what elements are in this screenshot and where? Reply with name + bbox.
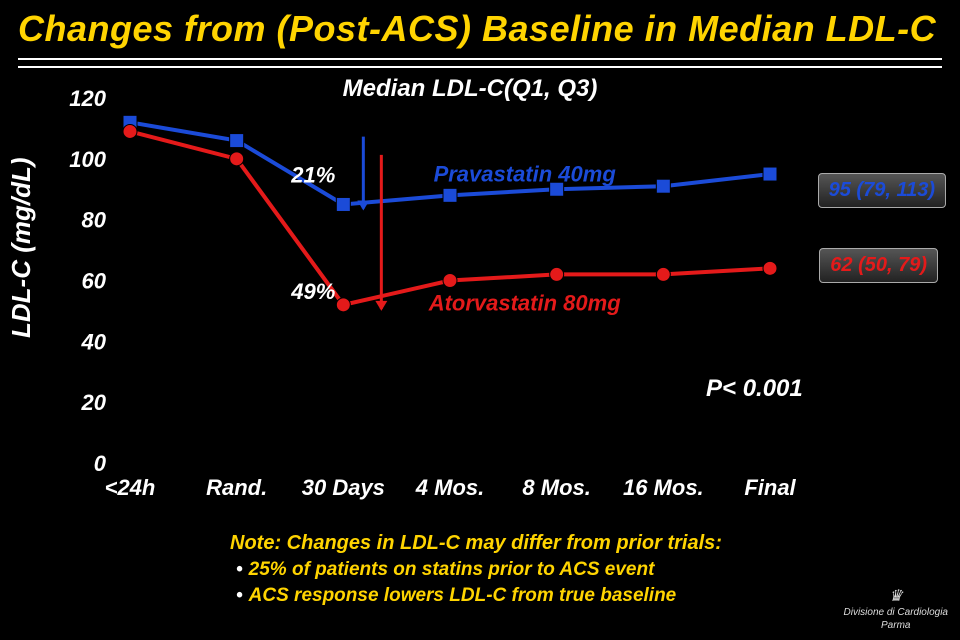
svg-text:60: 60 [82,269,107,294]
footnote: Note: Changes in LDL-C may differ from p… [230,530,722,608]
svg-text:Final: Final [744,475,796,500]
credits-line: Parma [844,620,949,633]
footnote-bullet: •ACS response lowers LDL-C from true bas… [236,583,722,609]
svg-text:80: 80 [82,208,107,233]
svg-text:120: 120 [69,86,106,111]
svg-text:<24h: <24h [105,475,156,500]
endpoint-badge-pravastatin: 95 (79, 113) [818,173,946,208]
endpoint-badge-atorvastatin: 62 (50, 79) [819,248,938,283]
svg-text:Pravastatin 40mg: Pravastatin 40mg [434,161,617,186]
footnote-header: Note: Changes in LDL-C may differ from p… [230,530,722,557]
ldl-chart: LDL-C (mg/dL) 020406080100120<24hRand.30… [0,78,960,508]
credits-line: Divisione di Cardiologia [844,607,949,620]
svg-text:100: 100 [69,147,106,172]
title-rule [18,58,942,68]
svg-text:20: 20 [81,390,107,415]
svg-text:30 Days: 30 Days [302,475,385,500]
svg-text:4 Mos.: 4 Mos. [415,475,484,500]
chart-svg: 0 20 40 60 80 100 120 <24h Rand. 30 Days 4 Mos. 8 M… [0,78,960,508]
svg-text:16 Mos.: 16 Mos. [623,475,704,500]
svg-text:Median LDL-C(Q1, Q3): Median LDL-C(Q1, Q3) [343,78,598,102]
svg-text:P< 0.001: P< 0.001 [706,375,803,402]
crest-icon: ♛ [844,587,949,607]
footnote-bullet-text: ACS response lowers LDL-C from true base… [249,585,677,606]
credits: ♛ Divisione di Cardiologia Parma [844,587,949,632]
footnote-bullet-text: 25% of patients on statins prior to ACS … [249,559,655,580]
svg-text:49%: 49% [290,279,335,304]
svg-text:40: 40 [81,329,107,354]
slide-title: Changes from (Post-ACS) Baseline in Medi… [18,8,942,50]
svg-text:Atorvastatin 80mg: Atorvastatin 80mg [428,291,622,316]
svg-text:21%: 21% [290,162,335,187]
svg-text:8 Mos.: 8 Mos. [522,475,590,500]
svg-text:Rand.: Rand. [206,475,267,500]
footnote-bullet: •25% of patients on statins prior to ACS… [236,557,722,583]
svg-text:0: 0 [94,451,107,476]
